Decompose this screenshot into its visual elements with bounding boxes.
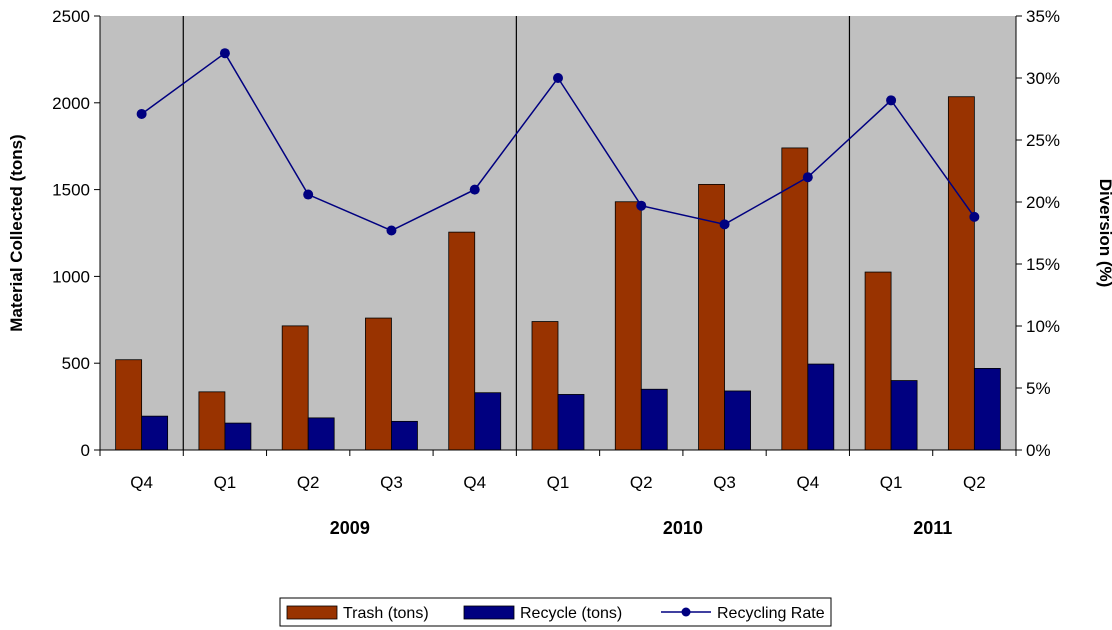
bars [115,96,1001,451]
y2-tick-label: 10% [1026,317,1060,336]
x-tick-label: Q2 [630,473,653,492]
recycle-bar [973,368,1001,451]
y-tick-label: 2500 [52,7,90,26]
trash-bar [531,321,559,451]
recycle-bar [640,388,668,451]
trash-bar [614,201,642,451]
recycle-bar [141,415,169,451]
x-tick-label: Q4 [130,473,153,492]
y2-tick-label: 30% [1026,69,1060,88]
y-axis-title: Material Collected (tons) [7,134,26,331]
x-tick-label: Q4 [796,473,819,492]
y-tick-label: 2000 [52,94,90,113]
recycling-rate-point [886,95,897,106]
legend-label-trash: Trash (tons) [343,605,429,622]
recycle-bar [391,420,418,451]
recycling-rate-point [553,73,563,83]
recycling-rate-point [136,108,147,119]
trash-bar [864,271,892,451]
x-tick-label: Q3 [380,473,403,492]
legend-marker-recycling-rate [681,607,691,617]
recycle-bar [890,380,918,451]
x-tick-label: Q1 [880,473,903,492]
recycling-rate-point [969,211,980,222]
recycling-rate-point [802,172,813,183]
recycling-rate-point [303,189,314,200]
x-tick-label: Q2 [963,473,986,492]
x-tick-label: Q1 [547,473,570,492]
x-tick-label: Q1 [214,473,237,492]
recycle-bar [807,363,835,451]
y2-tick-label: 15% [1026,255,1060,274]
legend-box [279,597,832,627]
left-axis-ticks: 0 500 1000 1500 2000 2500 [52,7,100,460]
trash-bar [781,147,809,451]
legend: Trash (tons) Recycle (tons) Recycling Ra… [279,597,832,627]
y2-axis-title: Diversion (%) [1096,179,1112,288]
trash-bar [947,96,975,451]
x-group-label: 2011 [913,518,952,538]
y2-tick-label: 25% [1026,131,1060,150]
trash-bar [198,391,226,451]
y-tick-label: 0 [81,441,90,460]
y2-tick-label: 35% [1026,7,1060,26]
recycle-bar [724,390,751,451]
recycling-rate-point [469,184,480,195]
trash-bar [115,359,143,451]
trash-bar [281,325,309,451]
recycle-bar [307,417,335,451]
legend-swatch-trash [286,605,338,620]
x-axis-group-labels: 2009 2010 2011 [330,518,952,538]
x-tick-label: Q4 [463,473,486,492]
y-tick-label: 500 [62,354,90,373]
x-tick-label: Q3 [713,473,736,492]
legend-label-recycling-rate: Recycling Rate [717,605,825,622]
recycling-rate-point [719,219,730,230]
year-separators [182,16,851,450]
y2-tick-label: 5% [1026,379,1051,398]
x-group-label: 2009 [330,518,370,538]
trash-bar [698,183,725,451]
recycle-bar [474,392,502,451]
recycle-bar [224,422,252,451]
legend-label-recycle: Recycle (tons) [520,605,622,622]
x-tick-label: Q2 [297,473,320,492]
x-group-label: 2010 [663,518,703,538]
trash-bar [365,317,392,451]
legend-swatch-recycle [463,605,515,620]
right-axis-ticks: 0% 5% 10% 15% 20% 25% 30% 35% [1016,7,1060,460]
x-axis-ticks: Q4 Q1 Q2 Q3 Q4 Q1 Q2 Q3 Q4 Q1 Q2 [99,450,1017,492]
y2-tick-label: 0% [1026,441,1051,460]
recycling-rate-line [136,48,980,236]
recycling-rate-point [219,48,230,59]
recycle-bar [557,394,585,451]
recycling-rate-point [636,200,647,211]
y-tick-label: 1500 [52,181,90,200]
y2-tick-label: 20% [1026,193,1060,212]
trash-bar [448,231,476,451]
axes [99,16,1017,451]
recycling-rate-point [386,225,397,236]
y-tick-label: 1000 [52,267,90,286]
